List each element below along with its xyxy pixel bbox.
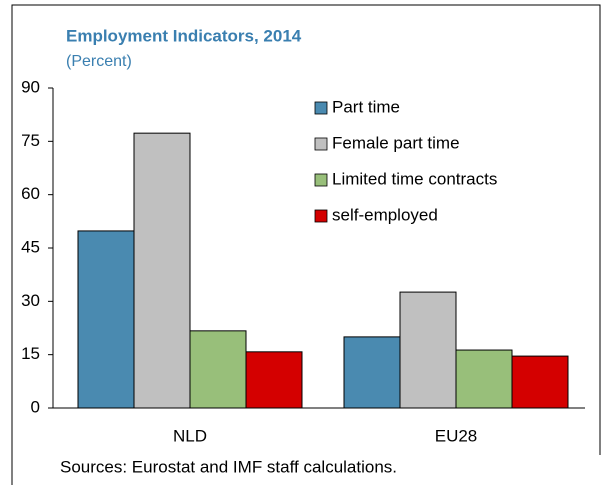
bar <box>455 349 513 409</box>
legend-swatch <box>314 209 328 223</box>
y-tick-label: 60 <box>21 184 40 203</box>
y-tick-label: 45 <box>21 237 40 256</box>
legend-swatch <box>314 137 328 151</box>
y-tick-label: 75 <box>21 131 40 150</box>
legend-label: Limited time contracts <box>332 169 497 188</box>
legend-label: Female part time <box>332 133 460 152</box>
bar <box>511 355 569 409</box>
legend-swatch <box>314 173 328 187</box>
bar <box>399 291 457 409</box>
bar <box>133 132 191 409</box>
y-tick-label: 15 <box>21 344 40 363</box>
source-note: Sources: Eurostat and IMF staff calculat… <box>60 457 397 476</box>
legend-label: self-employed <box>332 205 438 224</box>
legend-swatch <box>314 101 328 115</box>
bar <box>77 230 135 409</box>
x-tick-label: NLD <box>173 426 207 445</box>
x-tick-label: EU28 <box>435 426 478 445</box>
bar <box>245 351 303 409</box>
y-tick-label: 0 <box>31 397 40 416</box>
chart-subtitle: (Percent) <box>66 53 132 70</box>
frame <box>11 4 601 485</box>
y-tick-label: 90 <box>21 77 40 96</box>
bar <box>343 336 401 409</box>
chart-title: Employment Indicators, 2014 <box>66 26 302 45</box>
bar <box>189 330 247 409</box>
legend-label: Part time <box>332 97 400 116</box>
y-tick-label: 30 <box>21 291 40 310</box>
